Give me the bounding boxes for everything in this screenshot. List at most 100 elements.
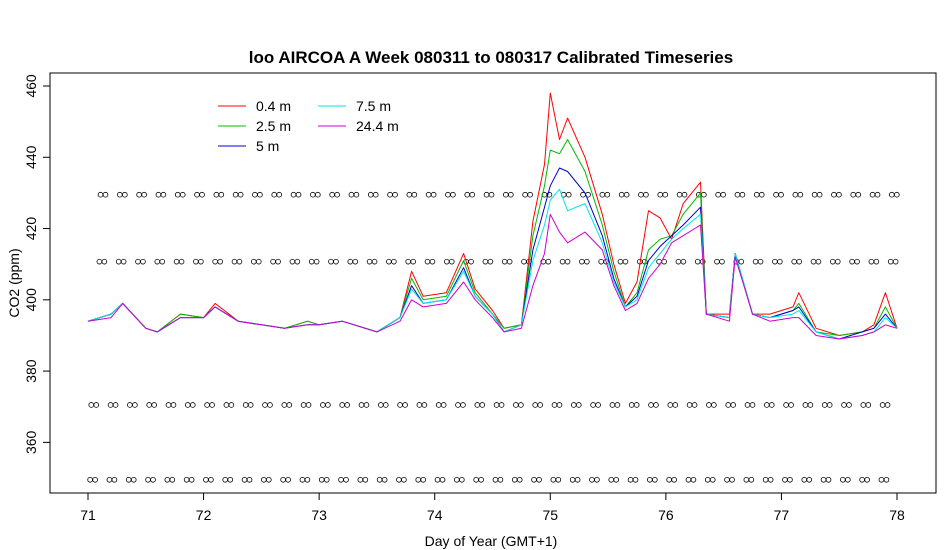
calibration-marker [589, 476, 595, 483]
calibration-marker [122, 191, 128, 198]
calibration-marker [579, 258, 585, 265]
calibration-marker [603, 258, 609, 265]
calibration-marker [286, 402, 293, 408]
calibration-marker [845, 476, 851, 483]
calibration-marker [551, 402, 558, 408]
calibration-marker [604, 191, 611, 198]
calibration-marker [574, 476, 581, 483]
calibration-marker [532, 402, 538, 408]
x-axis: 71 72 73 74 75 76 77 78 [80, 492, 905, 523]
calibration-marker [308, 258, 315, 265]
calibration-marker [878, 476, 885, 483]
calibration-marker [546, 191, 553, 198]
calibration-marker [757, 258, 764, 265]
y-tick-label: 380 [23, 359, 39, 383]
calibration-marker [749, 402, 756, 408]
calibration-marker [397, 402, 403, 408]
calibration-marker [313, 258, 320, 265]
calibration-marker [145, 476, 151, 483]
calibration-marker [492, 476, 499, 483]
calibration-marker [289, 258, 296, 265]
calibration-marker [719, 258, 725, 265]
legend-label: 7.5 m [356, 98, 391, 114]
calibration-marker [231, 258, 238, 265]
calibration-marker [503, 191, 509, 198]
calibration-marker [92, 476, 98, 483]
calibration-marker [807, 402, 814, 408]
calibration-marker [638, 191, 644, 198]
calibration-marker [508, 191, 514, 198]
calibration-marker [513, 402, 519, 408]
calibration-marker [690, 476, 697, 483]
calibration-marker [170, 402, 177, 408]
calibration-marker [739, 191, 746, 198]
calibration-marker [178, 258, 185, 265]
calibration-marker [169, 476, 176, 483]
series-line-2-5-m [87, 139, 898, 336]
calibration-marker [772, 258, 778, 265]
calibration-marker [836, 191, 842, 198]
calibration-marker [724, 476, 730, 483]
calibration-marker [671, 476, 677, 483]
y-axis-label: CO2 (ppm) [6, 248, 22, 317]
calibration-marker [782, 476, 788, 483]
calibration-marker [860, 402, 867, 408]
chart-title: loo AIRCOA A Week 080311 to 080317 Calib… [249, 48, 733, 67]
calibration-marker [252, 191, 258, 198]
calibration-marker [841, 402, 847, 408]
x-tick-label: 74 [427, 507, 443, 523]
calibration-marker [396, 476, 402, 483]
calibration-marker [743, 476, 750, 483]
y-axis: 360 380 400 420 440 460 [23, 74, 51, 454]
calibration-marker [101, 258, 108, 265]
calibration-marker [271, 191, 278, 198]
x-axis-label: Day of Year (GMT+1) [425, 533, 558, 549]
calibration-marker [334, 191, 340, 198]
calibration-marker [416, 402, 423, 408]
calibration-marker [154, 258, 161, 265]
calibration-marker [209, 402, 215, 408]
calibration-marker [676, 191, 683, 198]
calibration-marker [623, 191, 630, 198]
calibration-marker [738, 258, 745, 265]
calibration-marker [299, 476, 306, 483]
calibration-marker [468, 258, 474, 265]
calibration-marker [300, 402, 307, 408]
calibration-marker [879, 402, 886, 408]
calibration-marker [714, 258, 720, 265]
calibration-marker [391, 258, 397, 265]
x-tick-label: 77 [774, 507, 790, 523]
calibration-marker [648, 402, 654, 408]
calibration-marker [261, 476, 267, 483]
calibration-marker [691, 402, 698, 408]
calibration-marker [810, 258, 817, 265]
calibration-marker [294, 258, 301, 265]
calibration-marker [93, 402, 100, 408]
calibration-marker [831, 191, 837, 198]
calibration-marker [478, 476, 484, 483]
y-tick-label: 400 [23, 288, 39, 312]
calibration-marker [353, 191, 360, 198]
calibration-marker [305, 402, 312, 408]
calibration-marker [797, 191, 804, 198]
calibration-marker [247, 402, 254, 408]
calibration-marker [165, 402, 172, 408]
calibration-marker [183, 476, 190, 483]
calibration-marker [199, 191, 205, 198]
calibration-marker [140, 258, 146, 265]
calibration-marker [609, 402, 616, 408]
calibration-marker [834, 258, 841, 265]
calibration-marker [155, 191, 162, 198]
calibration-marker [675, 258, 682, 265]
calibration-marker [829, 258, 836, 265]
calibration-marker [217, 258, 223, 265]
calibration-marker [469, 191, 476, 198]
calibration-marker [821, 402, 828, 408]
calibration-marker [550, 476, 557, 483]
calibration-marker [204, 402, 210, 408]
calibration-marker [270, 258, 276, 265]
calibration-marker [329, 191, 335, 198]
calibration-marker [516, 476, 523, 483]
legend-label: 0.4 m [256, 98, 291, 114]
calibration-marker [801, 476, 808, 483]
